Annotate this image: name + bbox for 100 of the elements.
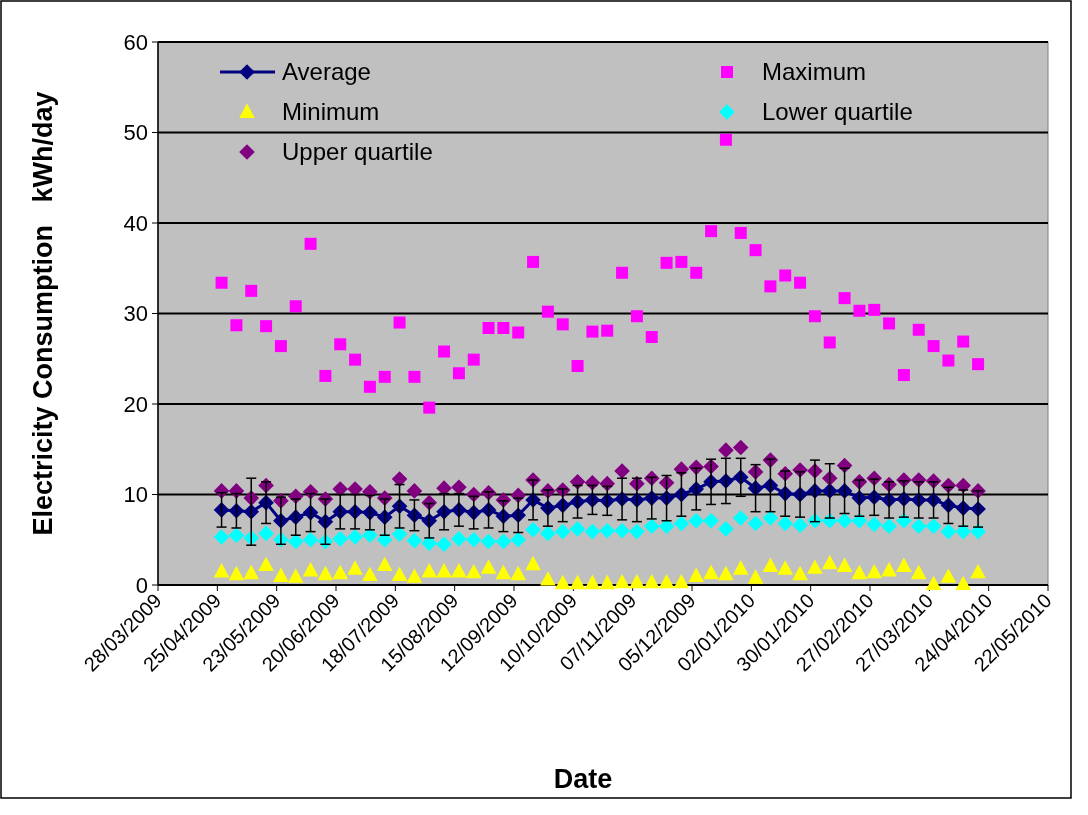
point — [362, 566, 378, 582]
point — [897, 369, 910, 382]
legend-label: Minimum — [282, 98, 380, 126]
point — [482, 321, 495, 334]
point — [896, 557, 912, 572]
point — [317, 565, 334, 581]
point — [660, 256, 673, 269]
point — [584, 523, 601, 540]
point — [808, 310, 821, 323]
legend-label: Lower quartile — [762, 98, 913, 126]
point — [554, 574, 571, 590]
point — [747, 569, 764, 584]
point — [779, 269, 792, 282]
point — [777, 560, 794, 575]
point — [762, 557, 779, 572]
point — [260, 320, 273, 333]
point — [497, 321, 510, 334]
point — [910, 518, 927, 534]
point — [393, 316, 406, 329]
point — [540, 525, 556, 542]
point — [718, 442, 734, 458]
point — [347, 481, 363, 497]
point — [569, 574, 586, 590]
point — [629, 523, 645, 540]
point — [436, 536, 452, 553]
point — [376, 556, 393, 572]
point — [287, 533, 304, 550]
point — [304, 237, 317, 250]
point — [495, 533, 512, 550]
point — [927, 340, 940, 353]
point — [540, 571, 556, 586]
point — [658, 573, 675, 589]
point — [363, 380, 376, 393]
point — [836, 557, 853, 572]
point — [719, 133, 732, 146]
point — [868, 303, 881, 316]
point — [273, 567, 289, 582]
point — [836, 512, 853, 529]
point — [586, 325, 599, 338]
point — [970, 563, 986, 579]
point — [465, 531, 482, 548]
point — [851, 512, 868, 529]
point — [910, 564, 927, 580]
point — [838, 292, 851, 305]
point — [347, 529, 363, 545]
point — [495, 564, 512, 580]
point — [584, 574, 601, 590]
point — [406, 532, 423, 549]
point — [302, 531, 319, 548]
point — [391, 566, 408, 582]
point — [406, 483, 423, 499]
point — [630, 310, 643, 323]
point — [972, 358, 985, 371]
point — [792, 565, 808, 581]
point — [258, 525, 274, 542]
x-axis-title: Date — [553, 764, 613, 794]
point — [274, 340, 287, 353]
point — [391, 526, 408, 543]
y-tick-label: 20 — [123, 391, 148, 417]
point — [940, 523, 957, 540]
point — [228, 527, 245, 544]
point — [762, 510, 779, 526]
point — [807, 559, 823, 574]
point — [645, 331, 658, 344]
point — [764, 280, 777, 293]
point — [955, 575, 972, 591]
point — [451, 479, 467, 496]
point — [423, 401, 436, 414]
point — [732, 439, 749, 456]
legend-label: Upper quartile — [282, 138, 433, 166]
point — [821, 554, 838, 570]
point — [347, 560, 363, 575]
point — [438, 345, 451, 358]
point — [629, 573, 645, 589]
point — [616, 266, 629, 279]
point — [510, 565, 527, 581]
point — [732, 510, 749, 526]
point — [881, 562, 897, 577]
point — [556, 318, 569, 331]
point — [792, 517, 808, 534]
point — [510, 531, 527, 548]
point — [794, 276, 807, 289]
point — [866, 516, 883, 533]
point — [673, 573, 690, 589]
point — [734, 226, 747, 239]
point — [243, 564, 260, 580]
y-tick-label: 60 — [123, 29, 148, 55]
point — [673, 515, 690, 532]
y-tick-label: 0 — [135, 572, 148, 598]
point — [703, 512, 719, 529]
point — [643, 518, 660, 534]
point — [467, 353, 480, 366]
point — [675, 255, 688, 268]
point — [732, 560, 749, 575]
legend-label: Average — [282, 58, 371, 86]
point — [718, 521, 734, 537]
point — [554, 523, 571, 540]
point — [228, 565, 245, 581]
point — [512, 326, 525, 339]
point — [643, 573, 660, 589]
